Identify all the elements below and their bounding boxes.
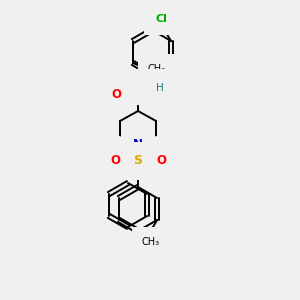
- Text: O: O: [110, 154, 120, 167]
- Text: CH₃: CH₃: [148, 64, 166, 74]
- Text: CH₃: CH₃: [142, 237, 160, 247]
- Text: N: N: [133, 139, 143, 152]
- Text: S: S: [134, 154, 142, 167]
- Text: H: H: [156, 83, 164, 93]
- Text: O: O: [111, 88, 121, 101]
- Text: O: O: [156, 154, 166, 167]
- Text: Cl: Cl: [155, 14, 167, 24]
- Text: N: N: [145, 80, 155, 94]
